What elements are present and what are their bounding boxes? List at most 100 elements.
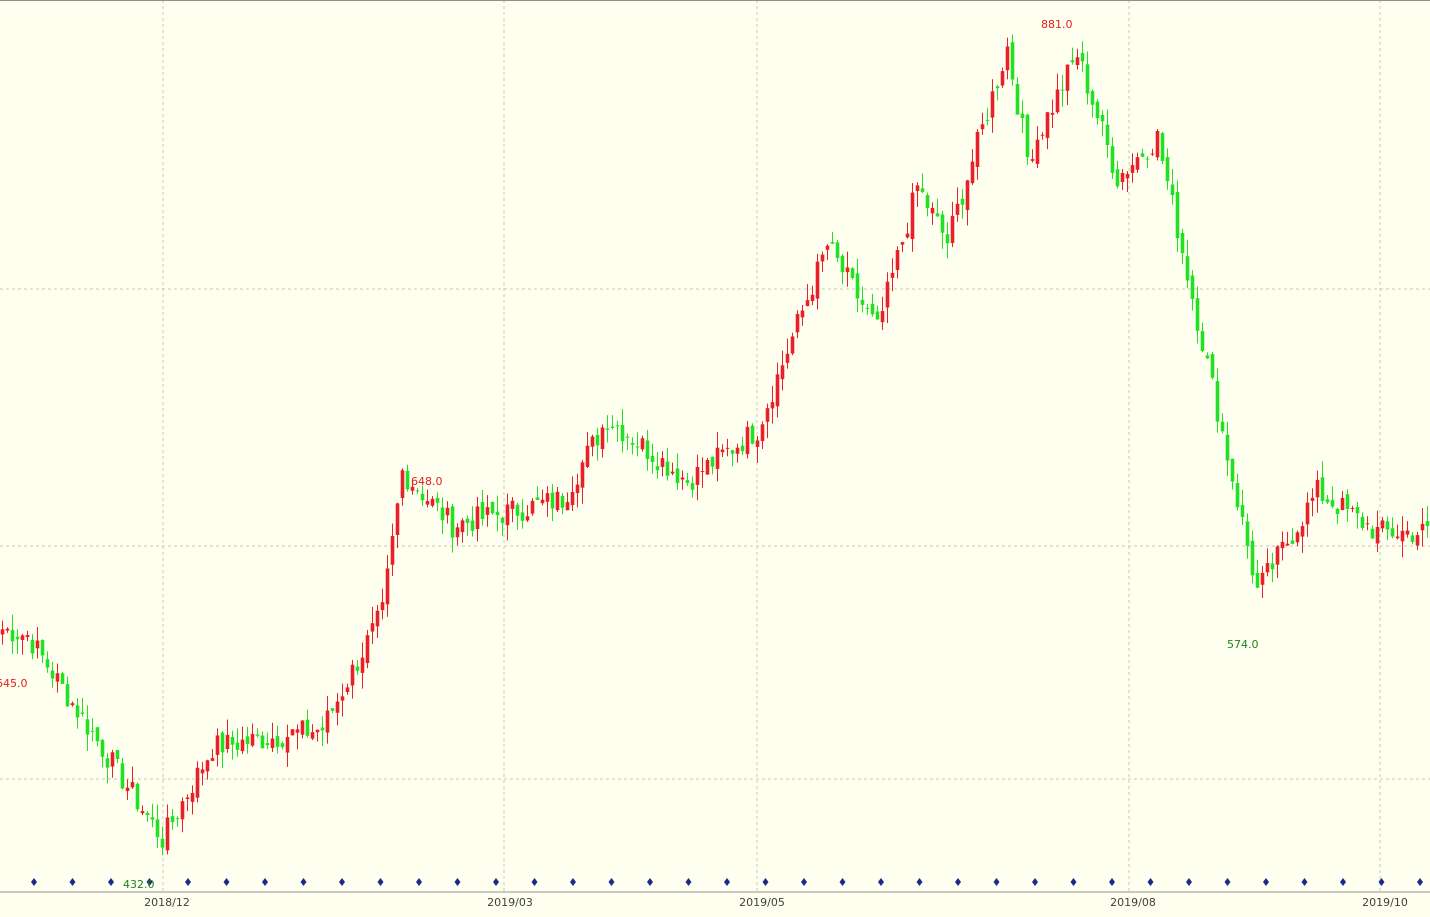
candle-body [655,466,660,471]
candle [1065,64,1070,105]
candle-body [10,630,15,642]
candle [765,403,770,439]
candle-body [1185,256,1190,281]
x-tick-label: 2019/03 [487,896,533,909]
x-tick-label: 2019/08 [1110,896,1156,909]
candle-body [850,268,855,278]
candle [1275,545,1280,578]
candle-body [1235,483,1240,508]
candle-body [705,459,710,475]
candle-body [225,734,230,750]
candle-body [615,425,620,427]
candle [1160,132,1165,165]
candle-body [1000,71,1005,86]
candle [70,701,75,707]
candle [120,757,125,790]
candle-body [490,501,495,514]
candle-body [450,506,455,538]
candle [935,198,940,218]
candle-body [285,736,290,753]
candle-body [1415,535,1420,546]
candle-body [1345,494,1350,509]
candle [985,107,990,126]
candle-body [1155,131,1160,158]
candle-body [825,245,830,250]
candle [455,523,460,546]
candle [435,492,440,512]
candle-body [795,313,800,333]
candle [960,189,965,219]
candle [255,728,260,738]
candle [770,385,775,424]
candle-body [430,498,435,506]
candle-body [1405,530,1410,535]
candle-body [1215,381,1220,422]
candle [610,415,615,430]
candle-body [685,480,690,484]
candle [1055,73,1060,114]
candle [585,432,590,469]
candle [140,805,145,816]
candle [415,488,420,495]
event-marker [608,878,615,886]
candle-body [375,610,380,627]
candle [370,606,375,645]
candle-body [390,536,395,565]
candle [410,482,415,495]
candle-body [1290,540,1295,544]
candle [665,447,670,481]
event-marker [724,878,730,886]
candle [35,627,40,659]
candle-body [385,568,390,605]
candle [1365,516,1370,531]
event-marker [762,878,769,886]
candle [470,506,475,537]
candle [745,420,750,459]
candle [1220,413,1225,434]
candle [930,202,935,225]
candle-body [1095,101,1100,119]
candle [1330,486,1335,509]
candle-body [720,449,725,453]
event-marker [993,878,1000,886]
event-marker [223,878,230,886]
candle-body [405,470,410,490]
candle-body [435,497,440,503]
candle [1260,566,1265,598]
candle [495,495,500,532]
candle-body [935,213,940,217]
x-tick-label: 2019/10 [1362,896,1408,909]
candle [570,476,575,512]
candle [1195,286,1200,344]
candle-body [725,447,730,449]
candle-body [805,300,810,307]
candle [1250,530,1255,584]
candle-body [165,817,170,851]
candle [1360,512,1365,531]
candle [350,659,355,699]
candle [1000,67,1005,88]
candle [240,726,245,754]
candle [715,431,720,482]
candle-body [940,214,945,233]
candle-body [1035,139,1040,164]
candle-body [380,602,385,611]
candle [280,741,285,750]
candle-body [930,207,935,214]
candle-body [495,511,500,516]
candle [90,718,95,742]
candle-body [260,735,265,749]
candle-body [1060,89,1065,91]
candle [450,503,455,553]
candle [55,663,60,693]
candle [245,726,250,754]
candle [1190,270,1195,311]
candle [20,633,25,655]
candle [890,258,895,292]
candle-body [1340,497,1345,510]
candle-body [100,739,105,757]
candle [1385,516,1390,541]
candle [900,241,905,253]
candle [1105,109,1110,158]
